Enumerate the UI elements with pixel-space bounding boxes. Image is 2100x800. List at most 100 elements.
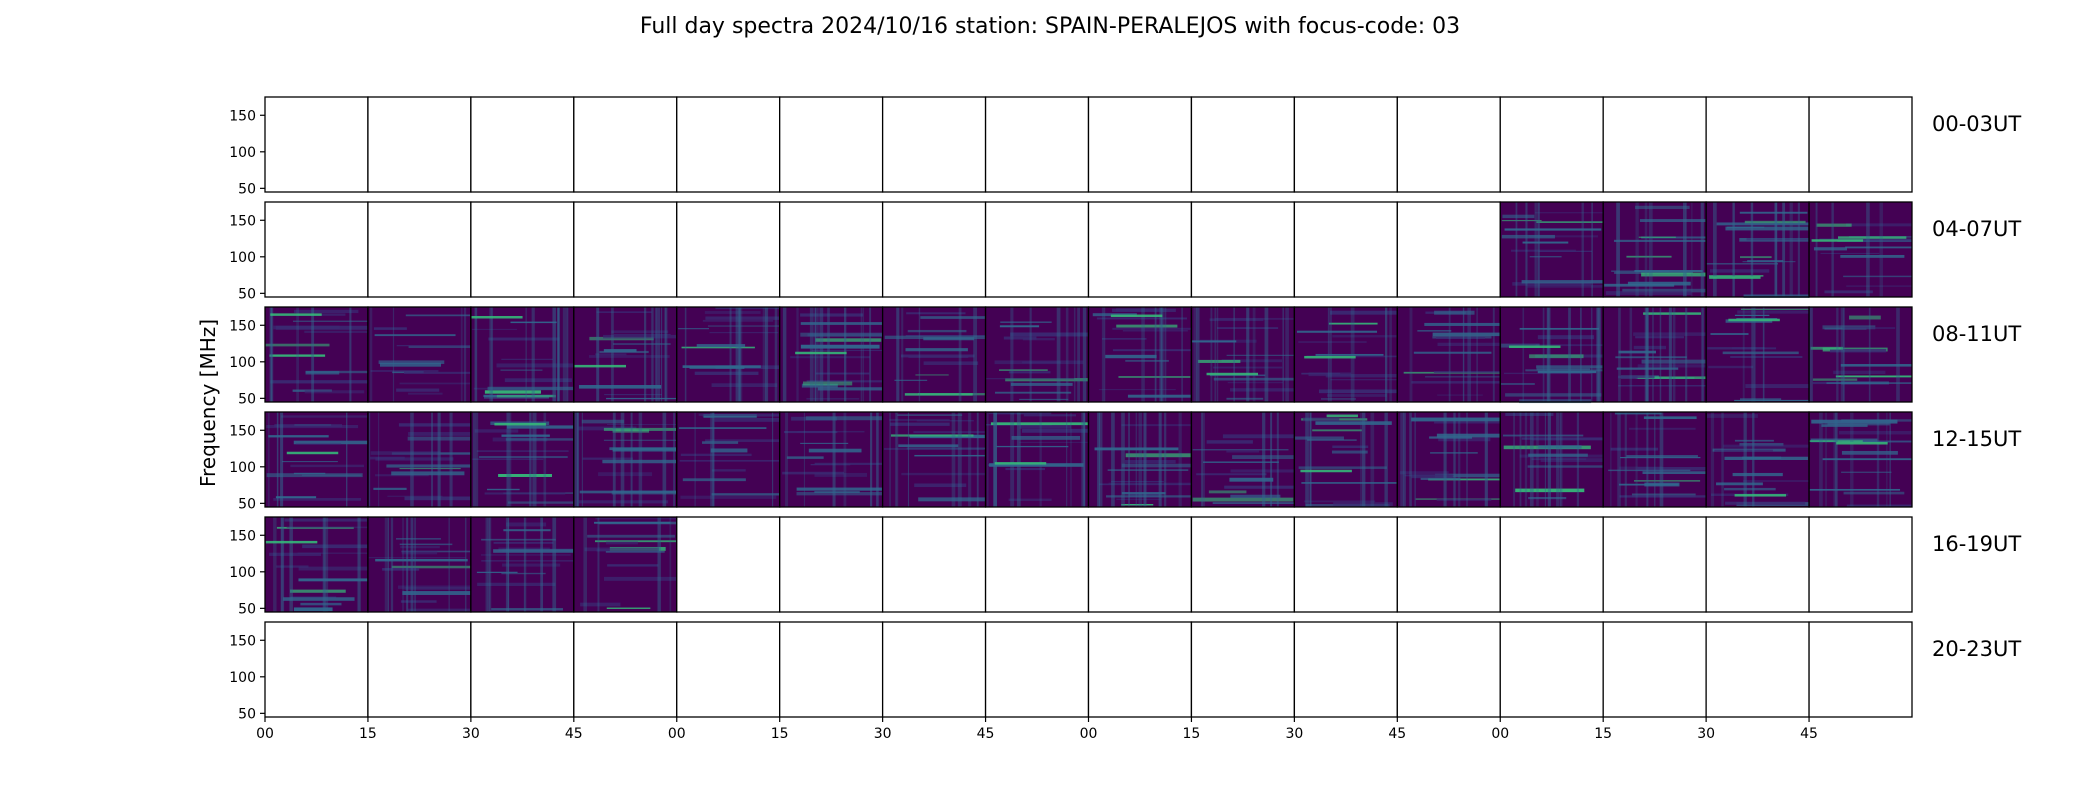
spectrum-panel: [986, 97, 1089, 192]
spectral-band: [380, 363, 441, 367]
spectrum-panel: [780, 622, 883, 717]
spectral-band: [906, 312, 965, 314]
spectral-band: [1297, 331, 1377, 333]
time-streak: [1121, 412, 1125, 507]
spectral-band: [1836, 375, 1912, 377]
spectral-band: [1538, 335, 1594, 339]
spectral-band: [1099, 389, 1176, 390]
time-streak: [461, 307, 463, 402]
time-streak: [1630, 307, 1633, 402]
spectral-band: [1022, 429, 1089, 433]
time-streak: [1104, 307, 1106, 402]
spectral-band: [1108, 469, 1189, 470]
time-streak: [1362, 412, 1366, 507]
time-streak: [1520, 412, 1522, 507]
time-streak: [1389, 307, 1392, 402]
time-streak: [1869, 307, 1871, 402]
spectral-band: [1501, 383, 1535, 384]
time-streak: [346, 412, 347, 507]
spectral-band: [398, 585, 471, 588]
spectral-band: [806, 398, 859, 399]
panel-background: [986, 202, 1089, 297]
spectral-band: [702, 441, 738, 444]
panel-background: [780, 97, 883, 192]
spectral-band: [1503, 435, 1583, 437]
spectral-band: [283, 597, 354, 601]
time-streak: [1039, 412, 1041, 507]
spectral-band: [1020, 425, 1071, 428]
spectrogram-fill: [1191, 307, 1294, 402]
spectral-band: [1125, 460, 1176, 463]
spectral-band: [1425, 376, 1500, 377]
time-streak: [958, 412, 962, 507]
spectral-band: [1618, 376, 1654, 379]
time-streak: [655, 307, 657, 402]
time-streak: [438, 412, 441, 507]
spectral-band: [1433, 333, 1501, 337]
y-tick-label: 100: [229, 460, 256, 476]
time-streak: [1201, 412, 1203, 507]
spectral-band: [296, 444, 341, 445]
panel-background: [1089, 97, 1192, 192]
spectral-band: [1634, 480, 1700, 481]
spectral-band: [290, 590, 346, 593]
spectral-band: [481, 560, 574, 561]
time-streak: [391, 517, 393, 612]
x-tick-label: 45: [1800, 726, 1818, 742]
spectral-band: [1307, 440, 1357, 441]
panel-background: [1089, 622, 1192, 717]
panel-background: [1500, 622, 1603, 717]
spectrum-panel: [1397, 202, 1500, 297]
spectrum-panel: [1294, 622, 1397, 717]
spectrum-panel: [574, 307, 677, 402]
time-streak: [393, 307, 394, 402]
spectrum-panel: [780, 517, 883, 612]
spectral-band: [1223, 434, 1294, 438]
row-label: 08-11UT: [1932, 322, 2021, 346]
time-streak: [631, 412, 633, 507]
panel-background: [1397, 97, 1500, 192]
spectral-band: [1295, 436, 1344, 439]
time-streak: [1660, 307, 1662, 402]
y-tick-label: 150: [229, 423, 256, 439]
spectral-band: [1730, 356, 1802, 358]
spectral-band: [1121, 504, 1153, 505]
time-streak: [473, 412, 476, 507]
time-streak: [1330, 307, 1332, 402]
time-streak: [1070, 412, 1072, 507]
panel-background: [265, 202, 368, 297]
spectrum-panel: [574, 517, 677, 612]
spectral-band: [404, 372, 471, 374]
spectrum-panel: [1397, 622, 1500, 717]
bright-emission: [266, 541, 317, 544]
spectral-band: [1224, 486, 1294, 489]
spectrum-panel: [677, 307, 780, 402]
time-streak: [1214, 307, 1216, 402]
time-streak: [1155, 307, 1157, 402]
time-streak: [1066, 307, 1069, 402]
spectral-band: [399, 423, 471, 426]
spectral-band: [1196, 473, 1266, 475]
panel-background: [883, 97, 986, 192]
spectral-band: [787, 456, 824, 459]
time-streak: [509, 412, 511, 507]
time-streak: [1384, 412, 1387, 507]
spectrum-panel: [1294, 307, 1397, 402]
panel-background: [1397, 622, 1500, 717]
time-streak: [1754, 307, 1755, 402]
time-streak: [1691, 202, 1692, 297]
spectral-band: [374, 327, 407, 330]
time-streak: [1841, 307, 1844, 402]
time-streak: [1351, 307, 1355, 402]
spectral-band: [1417, 330, 1451, 331]
spectral-band: [1207, 440, 1253, 443]
time-streak: [1545, 412, 1546, 507]
time-streak: [1513, 412, 1515, 507]
time-streak: [280, 412, 283, 507]
spectral-band: [1737, 310, 1809, 313]
time-streak: [1493, 307, 1495, 402]
time-streak: [861, 307, 863, 402]
time-streak: [1010, 307, 1013, 402]
spectral-band: [488, 338, 559, 341]
spectrum-panel: [1294, 517, 1397, 612]
